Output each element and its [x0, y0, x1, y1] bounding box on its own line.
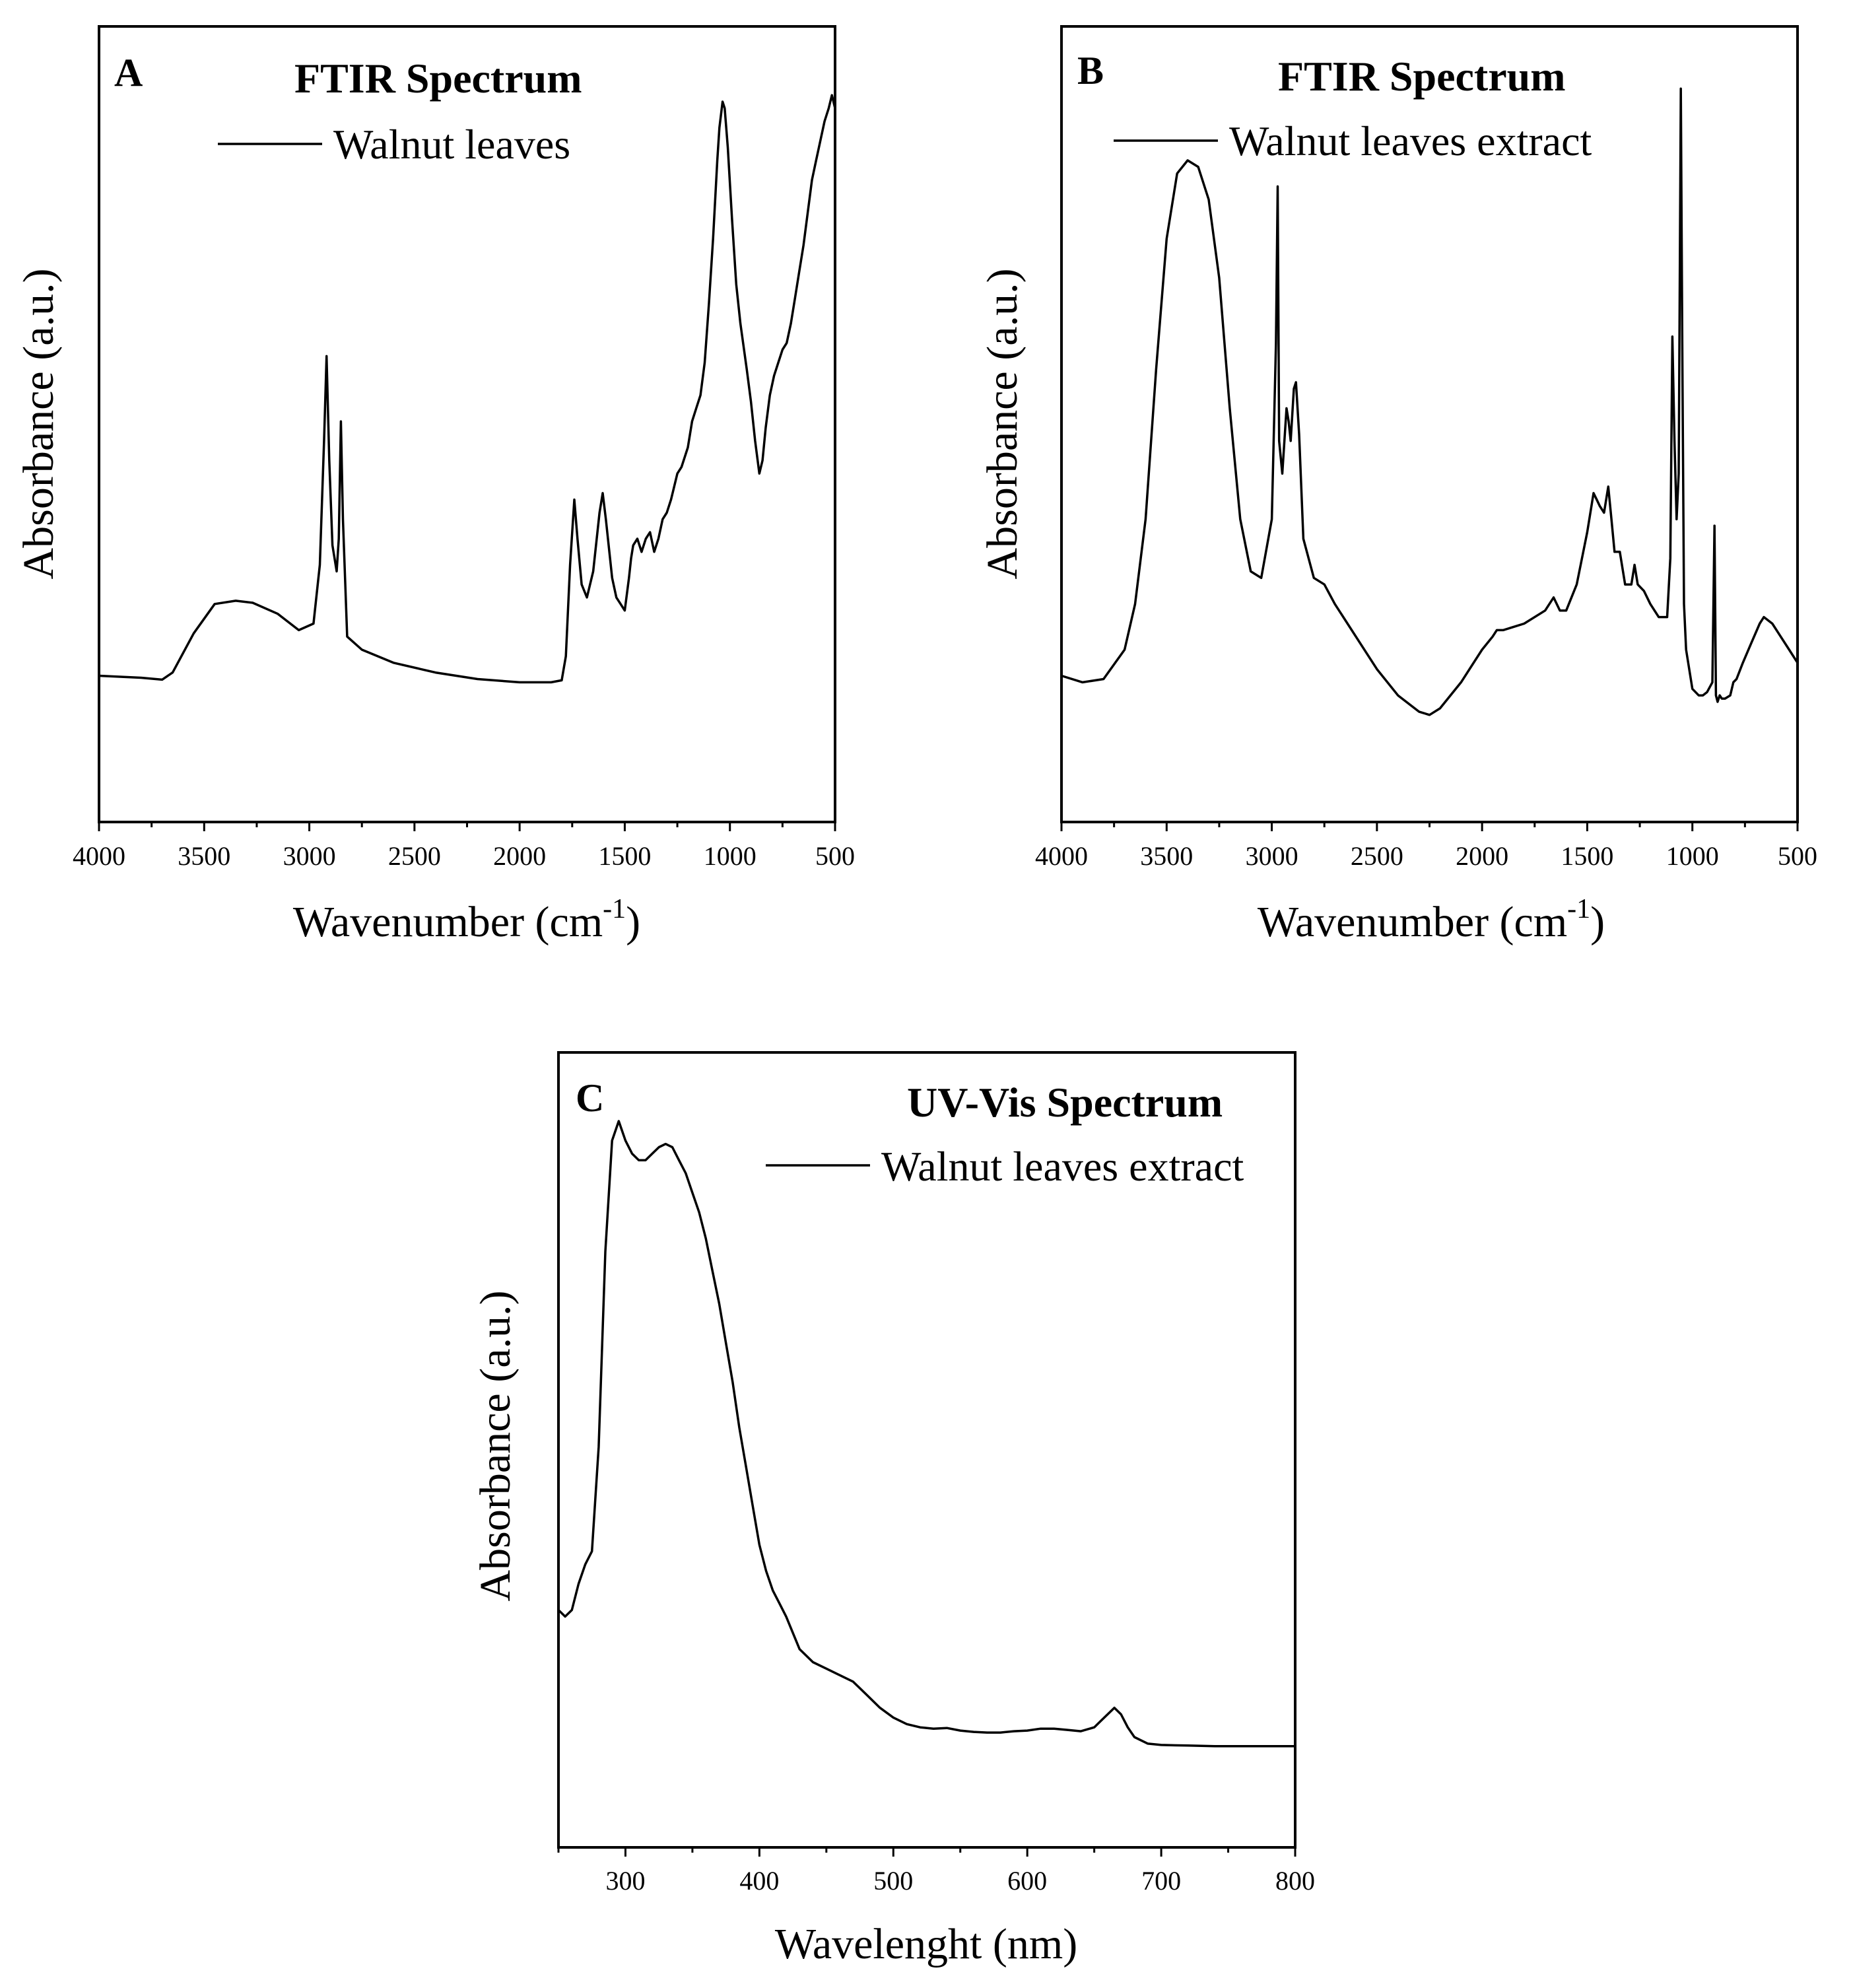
chart-a-x-tick-label: 500	[815, 841, 855, 871]
chart-c-x-tick-label: 800	[1275, 1866, 1315, 1896]
chart-b-x-tick-label: 1000	[1666, 841, 1719, 871]
chart-b-series-line	[1061, 87, 1799, 716]
chart-a-x-tick-label: 3500	[178, 841, 230, 871]
chart-b-xlabel-end: )	[1590, 898, 1605, 946]
chart-panel-a: 4000 3500 3000 2500 2000 1500 1000 500 A FTIR S…	[15, 25, 855, 946]
chart-b-x-tick-label: 2500	[1351, 841, 1403, 871]
chart-b-x-tick-label: 4000	[1035, 841, 1088, 871]
chart-a-xlabel-main: Wavenumber (cm	[293, 898, 603, 946]
chart-c-series-line	[557, 1120, 1295, 1748]
chart-a-xlabel: Wavenumber (cm-1)	[293, 894, 640, 946]
chart-a-x-tick-label: 1000	[704, 841, 757, 871]
chart-a-x-tick-label: 2000	[493, 841, 546, 871]
chart-c-panel-letter: C	[576, 1076, 604, 1120]
chart-a-xticks: 4000 3500 3000 2500 2000 1500 1000 500	[73, 822, 855, 871]
chart-b-x-tick-label: 3000	[1246, 841, 1298, 871]
chart-c-xlabel: Wavelenght (nm)	[775, 1920, 1077, 1968]
chart-c-title: UV-Vis Spectrum	[907, 1079, 1223, 1126]
chart-c-x-tick-label: 700	[1141, 1866, 1181, 1896]
chart-b-x-tick-label: 1500	[1561, 841, 1613, 871]
chart-b-xlabel-main: Wavenumber (cm	[1258, 898, 1567, 946]
chart-a-series-line	[98, 94, 836, 684]
chart-b-title: FTIR Spectrum	[1278, 53, 1566, 100]
chart-a-xlabel-sup: -1	[603, 894, 626, 924]
chart-c-x-tick-label: 300	[605, 1866, 645, 1896]
chart-c-plot-frame	[557, 1051, 1296, 1849]
chart-panel-b: 4000 3500 3000 2500 2000 1500 1000 500 B FTIR S…	[978, 25, 1817, 946]
chart-a-x-tick-label: 1500	[598, 841, 651, 871]
chart-a-x-tick-label: 2500	[388, 841, 441, 871]
chart-b-x-tick-label: 3500	[1140, 841, 1193, 871]
chart-c-x-tick-label: 500	[873, 1866, 913, 1896]
chart-a-x-tick-label: 3000	[283, 841, 336, 871]
chart-b-xticks: 4000 3500 3000 2500 2000 1500 1000 500	[1035, 822, 1817, 871]
chart-a-xlabel-end: )	[626, 898, 640, 946]
chart-c-ylabel: Absorbance (a.u.)	[471, 1291, 520, 1602]
chart-b-xlabel-sup: -1	[1567, 894, 1590, 924]
chart-c-legend-label: Walnut leaves extract	[881, 1143, 1244, 1190]
chart-b-legend-label: Walnut leaves extract	[1229, 118, 1592, 164]
chart-c-xticks: 300 400 500 600 700 800	[557, 1847, 1315, 1896]
chart-b-ylabel: Absorbance (a.u.)	[978, 269, 1026, 580]
chart-panel-c: 300 400 500 600 700 800 C UV-Vis Spectrum Wal…	[471, 1051, 1315, 1968]
chart-a-title: FTIR Spectrum	[294, 55, 582, 102]
chart-b-panel-letter: B	[1077, 49, 1104, 92]
chart-b-x-tick-label: 2000	[1456, 841, 1508, 871]
chart-a-ylabel: Absorbance (a.u.)	[15, 269, 63, 580]
chart-b-x-tick-label: 500	[1778, 841, 1817, 871]
chart-c-x-tick-label: 600	[1007, 1866, 1047, 1896]
chart-a-legend-label: Walnut leaves	[333, 121, 570, 168]
chart-a-panel-letter: A	[114, 51, 143, 94]
chart-a-x-tick-label: 4000	[73, 841, 125, 871]
chart-c-x-tick-label: 400	[739, 1866, 779, 1896]
chart-b-xlabel: Wavenumber (cm-1)	[1258, 894, 1605, 946]
